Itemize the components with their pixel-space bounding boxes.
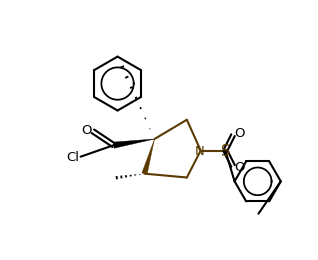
Polygon shape [142,139,155,174]
Text: O: O [235,127,245,140]
Text: Cl: Cl [66,151,80,164]
Polygon shape [113,139,155,148]
Text: O: O [81,124,92,137]
Text: S: S [221,144,231,159]
Text: N: N [195,145,205,158]
Text: O: O [235,161,245,174]
